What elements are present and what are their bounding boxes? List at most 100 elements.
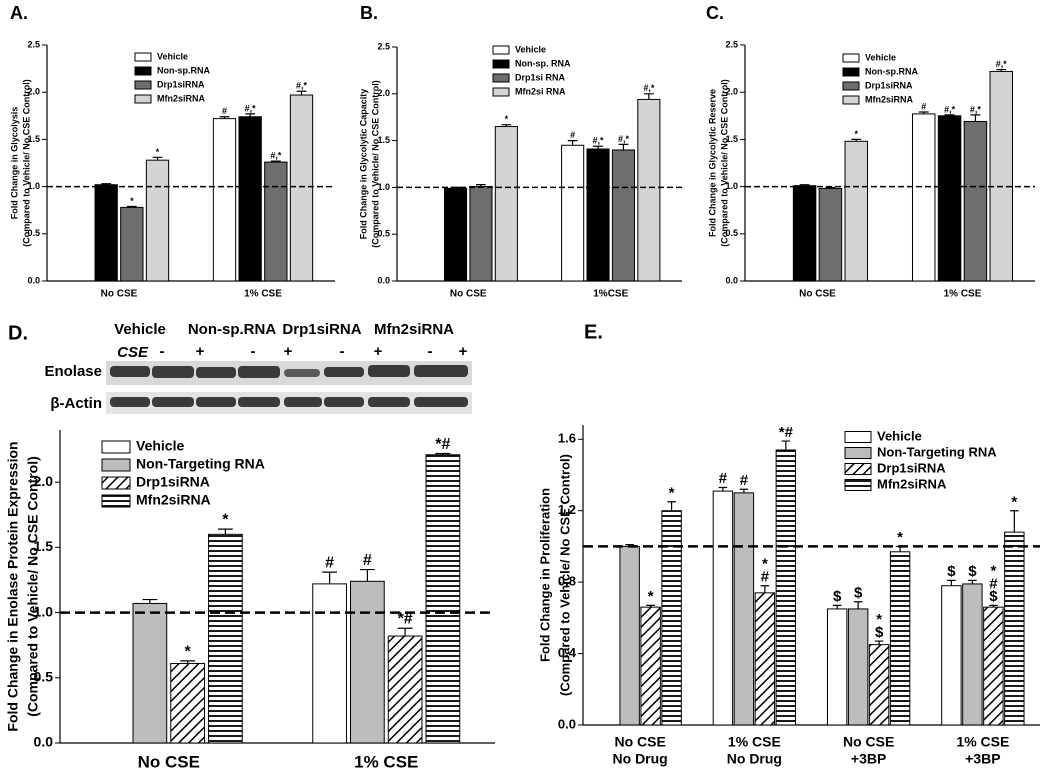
error-bar (781, 440, 791, 450)
bar (212, 118, 237, 282)
bar (145, 159, 170, 282)
error-bar (217, 528, 233, 535)
significance-marker: $ (968, 563, 977, 580)
legend-swatch (492, 87, 510, 97)
y-tick-label: 1.2 (558, 502, 576, 517)
y-axis-label: Fold Change in Glycolytic Capacity (358, 89, 368, 240)
y-axis-label: Fold Change in Glycolysis (9, 107, 19, 220)
y-axis-label: (Compared to Vehicle/ No CSE Control) (370, 80, 380, 248)
bar (170, 662, 205, 744)
significance-marker: * (1011, 493, 1017, 510)
x-tick-label: No CSE (450, 289, 487, 300)
blot-sign: + (374, 343, 383, 360)
bar (120, 206, 144, 282)
significance-marker: #,* (944, 104, 956, 114)
x-tick-label: +3BP (965, 751, 1000, 767)
x-tick-label: No CSE (843, 734, 894, 750)
y-tick-label: 0.5 (377, 229, 390, 239)
legend-label: Vehicle (136, 438, 184, 454)
error-bar (270, 160, 281, 163)
y-tick-label: 1.5 (377, 135, 390, 145)
legend-label: Non-sp.RNA (865, 66, 918, 76)
error-bar (947, 579, 956, 586)
bar (989, 70, 1014, 282)
significance-marker: $ (833, 588, 842, 605)
blot-sign: - (428, 343, 433, 360)
y-tick-label: 2.0 (377, 88, 390, 98)
significance-marker: # (989, 575, 998, 592)
error-bar (825, 186, 836, 189)
legend-label: Vehicle (865, 52, 896, 62)
significance-marker: # (222, 106, 227, 116)
significance-marker: * (130, 196, 134, 206)
y-tick-label: 0.0 (377, 275, 390, 285)
significance-marker: #,* (970, 104, 982, 114)
error-bar (760, 585, 770, 593)
legend-label: Drp1siRNA (865, 80, 913, 90)
legend-swatch (134, 66, 152, 76)
legend-swatch (844, 479, 872, 491)
x-tick-label: No CSE (614, 734, 665, 750)
y-tick-label: 2.5 (377, 41, 390, 51)
blot-sign: - (251, 343, 256, 360)
legend-swatch (134, 94, 152, 104)
bar (792, 185, 817, 282)
bar (611, 149, 635, 282)
error-bar (476, 183, 486, 187)
error-bar (567, 140, 578, 146)
significance-marker: * (990, 563, 996, 580)
legend-label: Drp1siRNA (136, 474, 210, 490)
blot-row-label: Enolase (44, 363, 102, 380)
x-tick-label: No CSE (799, 289, 836, 300)
bar (712, 490, 734, 726)
error-bar (126, 205, 137, 208)
bar (444, 187, 468, 282)
bar (238, 116, 262, 282)
significance-marker: * (669, 485, 675, 502)
y-tick-label: 1.0 (377, 182, 390, 192)
error-bar (646, 604, 655, 608)
y-axis-label: (Compared to Vehicle/ No CSE Control) (557, 454, 572, 696)
bar (941, 585, 962, 726)
bar (937, 115, 962, 282)
error-bar (667, 501, 676, 511)
blot-sign: + (459, 343, 468, 360)
bar (469, 185, 493, 282)
y-tick-label: 2.0 (27, 87, 40, 97)
error-bar (322, 571, 338, 584)
blot-bands (110, 365, 468, 407)
y-tick-label: 1.5 (27, 134, 40, 144)
significance-marker: * (222, 512, 229, 529)
significance-marker: * (505, 114, 509, 124)
bar (661, 510, 682, 726)
error-bar (918, 111, 929, 114)
legend-label: Drp1siRNA (877, 460, 946, 475)
legend-swatch (492, 45, 510, 55)
bar (962, 583, 983, 726)
bar (911, 113, 936, 282)
error-bar (1010, 510, 1019, 533)
error-bar (101, 183, 112, 185)
bar (983, 606, 1004, 726)
legend-swatch (101, 494, 131, 508)
y-tick-label: 1.5 (34, 538, 54, 554)
legend-label: Vehicle (157, 51, 188, 61)
legend-label: Drp1si RNA (515, 72, 566, 82)
bar (312, 583, 347, 744)
panel-label: D. (8, 322, 28, 344)
significance-marker: $ (854, 585, 863, 602)
y-tick-label: 0.0 (725, 275, 738, 285)
bar (586, 148, 610, 282)
bar (350, 580, 385, 744)
bar (264, 161, 288, 282)
significance-marker: *# (398, 611, 413, 628)
y-axis-label: Fold Change in Proliferation (537, 488, 552, 662)
significance-marker: # (719, 470, 728, 487)
panel-label: A. (10, 3, 28, 23)
blot-sign: - (160, 343, 165, 360)
x-tick-label: 1% CSE (944, 289, 982, 300)
y-tick-label: 0.0 (27, 275, 40, 285)
y-axis-label: (Compared to Vehicle/ No CSE Control) (25, 456, 41, 717)
error-bar (944, 114, 955, 116)
